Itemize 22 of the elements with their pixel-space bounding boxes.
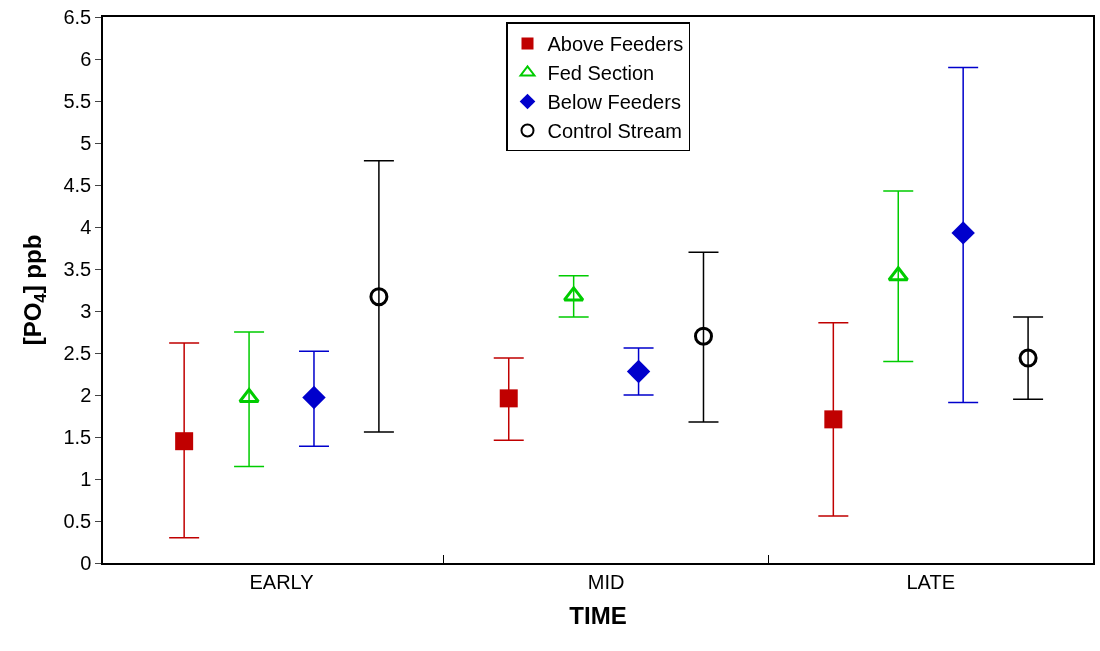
y-tick-label: 6.5 [63,6,92,28]
x-axis-title: TIME [569,601,627,629]
y-tick-label: 4 [80,216,92,238]
y-tick-label: 1 [80,468,92,490]
y-tick-label: 6 [80,48,92,70]
y-tick-label: 1.5 [63,426,92,448]
y-tick-label: 3.5 [63,258,92,280]
y-tick-label: 5 [80,132,92,154]
x-tick-label: MID [587,570,625,593]
y-tick-label: 3 [80,300,92,322]
x-tick-label: LATE [906,570,955,593]
y-tick-label: 5.5 [63,90,92,112]
legend-label: Below Feeders [547,91,681,114]
legend-label: Fed Section [547,62,655,85]
y-tick-label: 0.5 [63,510,92,532]
y-tick-label: 0 [80,552,92,574]
legend-label: Above Feeders [547,33,684,56]
y-tick-label: 2 [80,384,92,406]
x-tick-label: EARLY [249,570,314,593]
y-tick-label: 2.5 [63,342,92,364]
legend-label: Control Stream [547,120,682,143]
y-tick-label: 4.5 [63,174,92,196]
